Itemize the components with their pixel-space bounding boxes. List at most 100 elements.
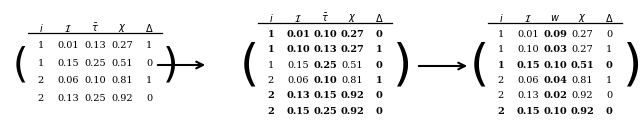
Text: 0.01: 0.01 [57,41,79,50]
Text: 2: 2 [38,76,44,85]
Text: 0.92: 0.92 [571,92,593,100]
Text: 0.06: 0.06 [517,76,539,85]
Text: 0.51: 0.51 [341,61,363,70]
Text: 1: 1 [498,30,504,39]
Text: $\chi$: $\chi$ [578,12,586,24]
Text: 0.06: 0.06 [287,76,308,85]
Text: 2: 2 [498,107,504,116]
Text: $($: $($ [468,42,486,90]
Text: 0.92: 0.92 [570,107,594,116]
Text: 0.01: 0.01 [517,30,539,39]
Text: 0.25: 0.25 [313,61,337,70]
Text: 0.15: 0.15 [516,107,540,116]
Text: 0.92: 0.92 [111,94,133,103]
Text: 0: 0 [146,59,152,68]
Text: 0.10: 0.10 [517,45,539,54]
Text: 0.10: 0.10 [286,45,310,54]
Text: 2: 2 [38,94,44,103]
Text: 1: 1 [606,76,612,85]
Text: 0.51: 0.51 [570,61,594,70]
Text: 2: 2 [498,76,504,85]
Text: $i$: $i$ [499,12,503,24]
Text: 1: 1 [498,61,504,70]
Text: 0.13: 0.13 [286,92,310,100]
Text: $)$: $)$ [392,42,409,90]
Text: $w$: $w$ [550,13,560,23]
Text: $\mathcal{I}$: $\mathcal{I}$ [524,13,532,24]
Text: 0: 0 [146,94,152,103]
Text: 0: 0 [376,30,383,39]
Text: 0: 0 [376,92,383,100]
Text: 0: 0 [376,61,383,70]
Text: 0.15: 0.15 [313,92,337,100]
Text: 0.02: 0.02 [543,92,567,100]
Text: 0.13: 0.13 [57,94,79,103]
Text: 1: 1 [268,45,275,54]
Text: 0.81: 0.81 [111,76,133,85]
Text: 1: 1 [498,45,504,54]
Text: $i$: $i$ [269,12,273,24]
Text: 0: 0 [606,92,612,100]
Text: 1: 1 [606,45,612,54]
Text: 0.92: 0.92 [340,92,364,100]
Text: 2: 2 [268,107,275,116]
Text: 0: 0 [605,107,612,116]
Text: 0.10: 0.10 [543,61,567,70]
Text: 1: 1 [376,76,382,85]
Text: 0.10: 0.10 [313,76,337,85]
Text: $\mathcal{I}$: $\mathcal{I}$ [294,13,302,24]
Text: $\Delta$: $\Delta$ [374,12,383,24]
Text: 0.27: 0.27 [571,30,593,39]
Text: 0.25: 0.25 [313,107,337,116]
Text: $\Delta$: $\Delta$ [145,22,154,34]
Text: 0: 0 [376,107,383,116]
Text: 0.81: 0.81 [571,76,593,85]
Text: $\chi$: $\chi$ [118,22,126,34]
Text: 1: 1 [376,45,382,54]
Text: 0.09: 0.09 [543,30,567,39]
Text: 0.25: 0.25 [84,59,106,68]
Text: $($: $($ [239,42,256,90]
Text: 0.15: 0.15 [287,61,309,70]
Text: 0.13: 0.13 [84,41,106,50]
Text: $i$: $i$ [38,22,44,34]
Text: 1: 1 [268,30,275,39]
Text: 0.92: 0.92 [340,107,364,116]
Text: 1: 1 [38,59,44,68]
Text: 0.10: 0.10 [543,107,567,116]
Text: 0.15: 0.15 [286,107,310,116]
Text: 0.13: 0.13 [313,45,337,54]
Text: 2: 2 [268,76,274,85]
Text: 0.04: 0.04 [543,76,567,85]
Text: 1: 1 [146,41,152,50]
Text: $\Delta$: $\Delta$ [605,12,613,24]
Text: 1: 1 [268,61,274,70]
Text: 0.06: 0.06 [57,76,79,85]
Text: $($: $($ [12,45,26,85]
Text: $\chi$: $\chi$ [348,12,356,24]
Text: 0.27: 0.27 [111,41,133,50]
Text: 0.15: 0.15 [516,61,540,70]
Text: 0.10: 0.10 [84,76,106,85]
Text: 0.15: 0.15 [57,59,79,68]
Text: 0.27: 0.27 [340,45,364,54]
Text: 0.01: 0.01 [286,30,310,39]
Text: 0.10: 0.10 [313,30,337,39]
Text: 0.03: 0.03 [543,45,567,54]
Text: 0.13: 0.13 [517,92,539,100]
Text: 0.81: 0.81 [341,76,363,85]
Text: 0.51: 0.51 [111,59,133,68]
Text: $)$: $)$ [162,45,176,85]
Text: 0.27: 0.27 [340,30,364,39]
Text: 0: 0 [606,30,612,39]
Text: 1: 1 [38,41,44,50]
Text: 1: 1 [146,76,152,85]
Text: $)$: $)$ [622,42,639,90]
Text: $\mathcal{I}$: $\mathcal{I}$ [64,23,72,34]
Text: 2: 2 [498,92,504,100]
Text: $\bar{\tau}$: $\bar{\tau}$ [321,12,329,24]
Text: $\bar{\tau}$: $\bar{\tau}$ [91,22,99,34]
Text: 0: 0 [605,61,612,70]
Text: 2: 2 [268,92,275,100]
Text: 0.27: 0.27 [571,45,593,54]
